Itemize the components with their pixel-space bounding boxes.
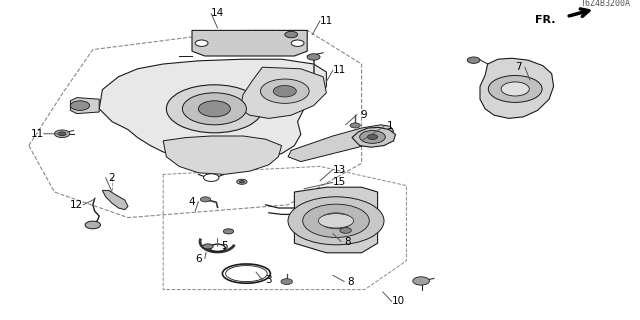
Text: 1: 1 xyxy=(387,121,394,132)
Circle shape xyxy=(198,101,230,117)
Circle shape xyxy=(85,221,100,229)
Circle shape xyxy=(467,57,480,63)
Text: 3: 3 xyxy=(266,275,272,285)
Text: 11: 11 xyxy=(333,65,346,76)
Circle shape xyxy=(413,277,429,285)
Circle shape xyxy=(260,79,309,103)
Polygon shape xyxy=(480,58,554,118)
Circle shape xyxy=(166,85,262,133)
Polygon shape xyxy=(288,125,394,162)
Circle shape xyxy=(58,132,66,136)
Circle shape xyxy=(285,31,298,38)
Text: 13: 13 xyxy=(333,164,346,175)
Polygon shape xyxy=(352,127,396,147)
Text: 12: 12 xyxy=(70,200,83,210)
Text: 11: 11 xyxy=(31,129,44,139)
Text: FR.: FR. xyxy=(535,15,556,25)
Circle shape xyxy=(488,76,542,102)
Text: 7: 7 xyxy=(515,62,522,72)
Text: 10: 10 xyxy=(392,296,404,307)
Circle shape xyxy=(360,131,385,143)
Circle shape xyxy=(203,244,213,249)
Circle shape xyxy=(340,228,351,233)
Text: 4: 4 xyxy=(189,196,195,207)
Polygon shape xyxy=(102,190,128,210)
Polygon shape xyxy=(240,67,326,118)
Circle shape xyxy=(54,130,70,138)
Polygon shape xyxy=(192,30,307,56)
Circle shape xyxy=(281,279,292,284)
Circle shape xyxy=(291,40,304,46)
Circle shape xyxy=(303,204,369,237)
Circle shape xyxy=(239,180,244,183)
Circle shape xyxy=(307,54,320,60)
Text: 5: 5 xyxy=(221,241,227,252)
Circle shape xyxy=(273,85,296,97)
Text: 15: 15 xyxy=(333,177,346,188)
Polygon shape xyxy=(163,136,282,174)
Circle shape xyxy=(350,123,360,128)
Circle shape xyxy=(182,93,246,125)
Text: 9: 9 xyxy=(360,109,367,120)
Polygon shape xyxy=(99,59,326,160)
Polygon shape xyxy=(294,187,378,253)
Circle shape xyxy=(200,197,211,202)
Text: 6: 6 xyxy=(195,253,202,264)
Ellipse shape xyxy=(319,214,354,228)
Circle shape xyxy=(288,197,384,245)
Text: 8: 8 xyxy=(348,276,354,287)
Circle shape xyxy=(204,174,219,181)
Circle shape xyxy=(320,213,352,229)
Text: T6Z4B3200A: T6Z4B3200A xyxy=(580,0,630,8)
Text: 11: 11 xyxy=(320,16,333,26)
Circle shape xyxy=(367,134,378,140)
Circle shape xyxy=(70,101,90,110)
Circle shape xyxy=(501,82,529,96)
Circle shape xyxy=(223,229,234,234)
Circle shape xyxy=(237,179,247,184)
Text: 8: 8 xyxy=(344,236,351,247)
Text: 14: 14 xyxy=(211,8,224,19)
Polygon shape xyxy=(70,98,99,114)
Circle shape xyxy=(195,40,208,46)
Text: 2: 2 xyxy=(109,172,115,183)
